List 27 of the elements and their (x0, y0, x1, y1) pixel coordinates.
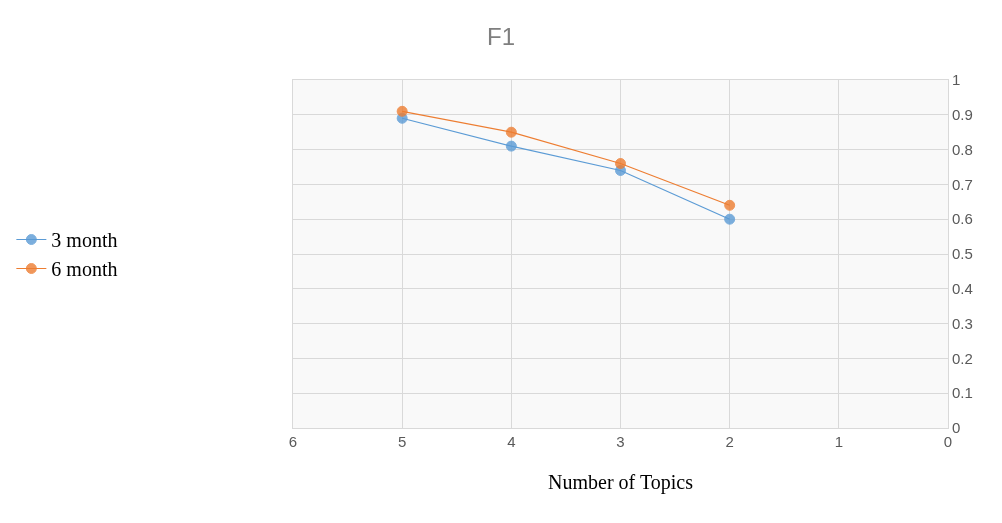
x-tick-label: 4 (507, 433, 516, 450)
y-tick-label: 0.2 (952, 349, 973, 367)
point (724, 199, 736, 211)
y-tick-label: 0.6 (952, 210, 973, 228)
x-tick-label: 5 (398, 433, 407, 450)
x-tick-label: 6 (288, 433, 298, 450)
point (724, 213, 736, 225)
legend-label: 6 month (51, 258, 118, 281)
y-tick-label: 0.3 (952, 314, 973, 332)
point (396, 105, 408, 117)
chart-title: F1 (486, 23, 516, 51)
y-tick-label: 0.4 (952, 280, 973, 298)
point (505, 140, 517, 152)
x-tick-label: 3 (616, 433, 625, 450)
x-tick-label: 1 (834, 433, 843, 450)
y-tick-label: 0.5 (952, 245, 973, 263)
y-tick-label: 0.8 (952, 140, 973, 158)
y-tick-label: 0 (952, 419, 961, 437)
y-tick-label: 0.1 (952, 384, 973, 402)
x-tick-label: 2 (725, 433, 734, 450)
legend-label: 3 month (51, 229, 118, 252)
y-tick-label: 0.9 (952, 106, 973, 124)
y-tick-label: 0.7 (952, 175, 973, 193)
point (615, 158, 626, 170)
x-axis-title: Number of Topics (548, 470, 694, 494)
point (505, 126, 517, 138)
y-tick-label: 1 (952, 71, 961, 89)
